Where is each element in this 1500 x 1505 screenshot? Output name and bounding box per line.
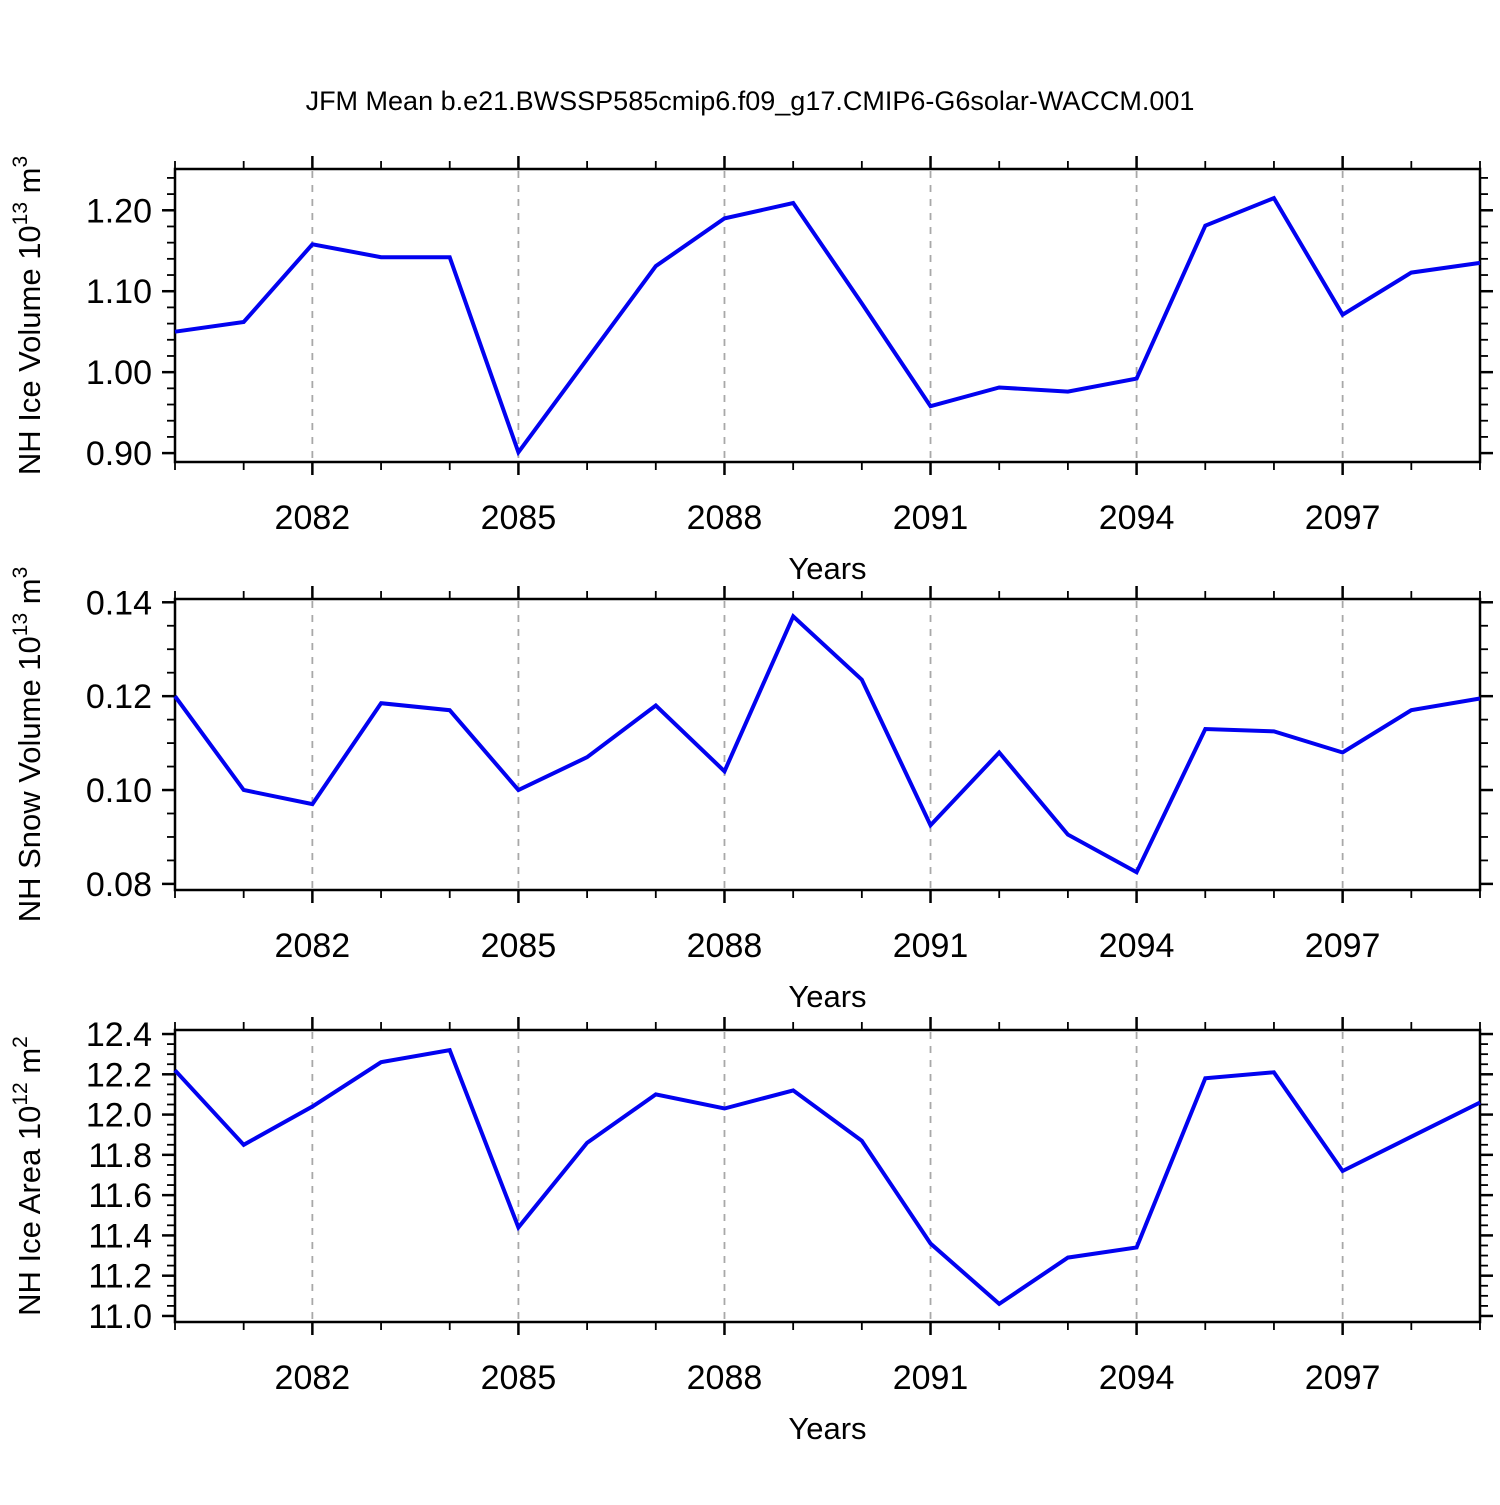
x-tick-label: 2097 (1305, 1359, 1381, 1397)
y-tick-label: 11.6 (88, 1177, 152, 1215)
x-tick-label: 2082 (275, 927, 351, 965)
y-axis-title: NH Ice Area 1012 m2 (9, 1036, 47, 1316)
data-series-line-panel-1 (174, 195, 1481, 457)
y-tick-label: 12.4 (86, 1016, 152, 1054)
y-tick-label: 0.90 (86, 435, 152, 473)
y-tick-label: 0.12 (86, 678, 152, 716)
y-tick-label: 11.0 (88, 1298, 152, 1336)
chart-title: JFM Mean b.e21.BWSSP585cmip6.f09_g17.CMI… (305, 86, 1195, 116)
data-series-line-panel-2 (173, 613, 1481, 875)
y-tick-label: 0.10 (86, 772, 152, 810)
y-tick-label: 0.08 (86, 866, 152, 904)
y-tick-label: 11.4 (88, 1217, 152, 1255)
y-axis-title: NH Ice Volume 1013 m3 (9, 156, 47, 475)
x-tick-label: 2088 (687, 1359, 763, 1397)
y-tick-label: 1.00 (86, 354, 152, 392)
y-tick-label: 1.10 (86, 273, 152, 311)
data-series-line-panel-3 (173, 1047, 1481, 1307)
x-tick-label: 2085 (481, 499, 557, 537)
panel-3-frame (173, 1028, 1482, 1324)
x-tick-label: 2097 (1305, 499, 1381, 537)
x-tick-label: 2082 (275, 1359, 351, 1397)
y-tick-label: 0.14 (86, 584, 152, 622)
x-tick-label: 2094 (1099, 499, 1175, 537)
x-tick-label: 2085 (481, 927, 557, 965)
x-axis-title: Years (788, 1411, 866, 1446)
panel-1-frame (173, 167, 1482, 464)
y-axis-title: NH Snow Volume 1013 m3 (9, 567, 47, 923)
y-tick-label: 12.0 (86, 1097, 152, 1135)
x-tick-label: 2097 (1305, 927, 1381, 965)
x-tick-label: 2088 (687, 499, 763, 537)
panel-2-frame (173, 597, 1482, 892)
x-tick-label: 2091 (893, 1359, 969, 1397)
y-tick-label: 11.8 (88, 1137, 152, 1175)
x-axis-title: Years (788, 551, 866, 586)
y-tick-label: 12.2 (86, 1056, 152, 1094)
x-tick-label: 2088 (687, 927, 763, 965)
x-tick-label: 2082 (275, 499, 351, 537)
y-tick-label: 11.2 (88, 1258, 152, 1296)
x-axis-title: Years (788, 979, 866, 1014)
x-tick-label: 2091 (893, 499, 969, 537)
x-tick-label: 2091 (893, 927, 969, 965)
x-tick-label: 2085 (481, 1359, 557, 1397)
y-tick-label: 1.20 (86, 192, 152, 230)
x-tick-label: 2094 (1099, 1359, 1175, 1397)
x-tick-label: 2094 (1099, 927, 1175, 965)
